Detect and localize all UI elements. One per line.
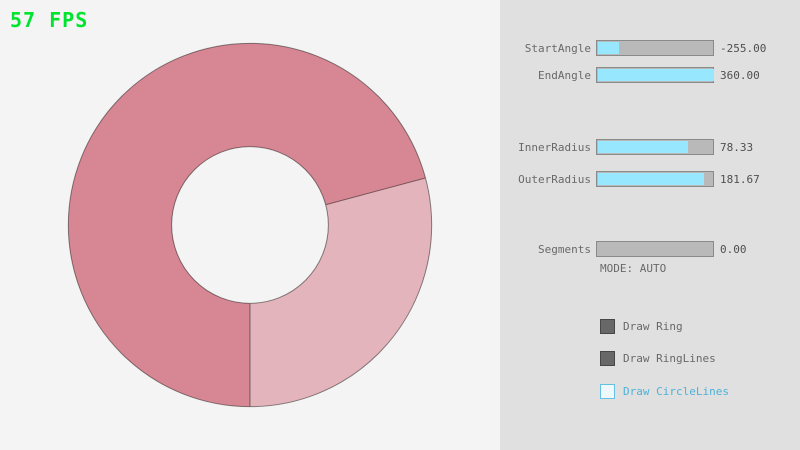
startangle-slider-fill xyxy=(598,42,619,54)
draw-ring-label: Draw Ring xyxy=(623,319,683,333)
outerradius-value: 181.67 xyxy=(720,172,760,186)
mode-label: MODE: AUTO xyxy=(600,262,667,275)
segments-value: 0.00 xyxy=(720,242,747,256)
endangle-value: 360.00 xyxy=(720,68,760,82)
fps-counter: 57 FPS xyxy=(10,8,89,32)
innerradius-value: 78.33 xyxy=(720,140,754,154)
innerradius-slider-fill xyxy=(598,141,689,153)
startangle-value: -255.00 xyxy=(720,41,767,55)
draw-circlelines-label: Draw CircleLines xyxy=(623,384,729,398)
controls-panel: StartAngle -255.00 EndAngle 360.00 Inner… xyxy=(500,0,800,450)
segments-label: Segments xyxy=(538,242,591,256)
outerradius-row: OuterRadius 181.67 xyxy=(500,171,800,187)
draw-circlelines-checkbox[interactable] xyxy=(600,383,615,399)
endangle-row: EndAngle 360.00 xyxy=(500,67,800,83)
draw-ringlines-checkbox[interactable] xyxy=(600,350,615,366)
startangle-row: StartAngle -255.00 xyxy=(500,40,800,56)
outerradius-slider[interactable] xyxy=(596,171,714,187)
outerradius-slider-fill xyxy=(598,173,704,185)
innerradius-row: InnerRadius 78.33 xyxy=(500,139,800,155)
innerradius-label: InnerRadius xyxy=(518,140,591,154)
ring-chart xyxy=(67,42,433,408)
startangle-slider[interactable] xyxy=(596,40,714,56)
endangle-slider-fill xyxy=(598,69,714,81)
draw-ringlines-label: Draw RingLines xyxy=(623,351,716,365)
segments-row: Segments 0.00 xyxy=(500,241,800,257)
endangle-label: EndAngle xyxy=(538,68,591,82)
innerradius-slider[interactable] xyxy=(596,139,714,155)
draw-ringlines-row: Draw RingLines xyxy=(600,350,716,366)
draw-ring-checkbox[interactable] xyxy=(600,318,615,334)
startangle-label: StartAngle xyxy=(524,41,591,55)
draw-ring-row: Draw Ring xyxy=(600,318,683,334)
endangle-slider[interactable] xyxy=(596,67,714,83)
draw-circlelines-row: Draw CircleLines xyxy=(600,383,729,399)
outerradius-label: OuterRadius xyxy=(518,172,591,186)
segments-slider[interactable] xyxy=(596,241,714,257)
